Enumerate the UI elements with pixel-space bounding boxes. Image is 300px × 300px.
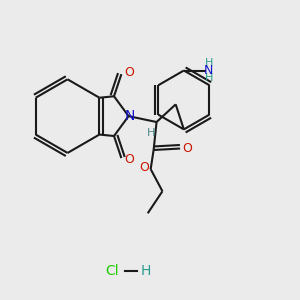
Text: H: H [140,264,151,278]
Text: O: O [124,66,134,79]
Text: N: N [124,109,135,123]
Text: H: H [205,73,213,83]
Text: O: O [182,142,192,155]
Text: N: N [204,64,214,77]
Text: Cl: Cl [105,264,119,278]
Text: O: O [124,153,134,166]
Text: O: O [139,161,149,174]
Text: H: H [147,128,155,138]
Text: H: H [205,58,213,68]
